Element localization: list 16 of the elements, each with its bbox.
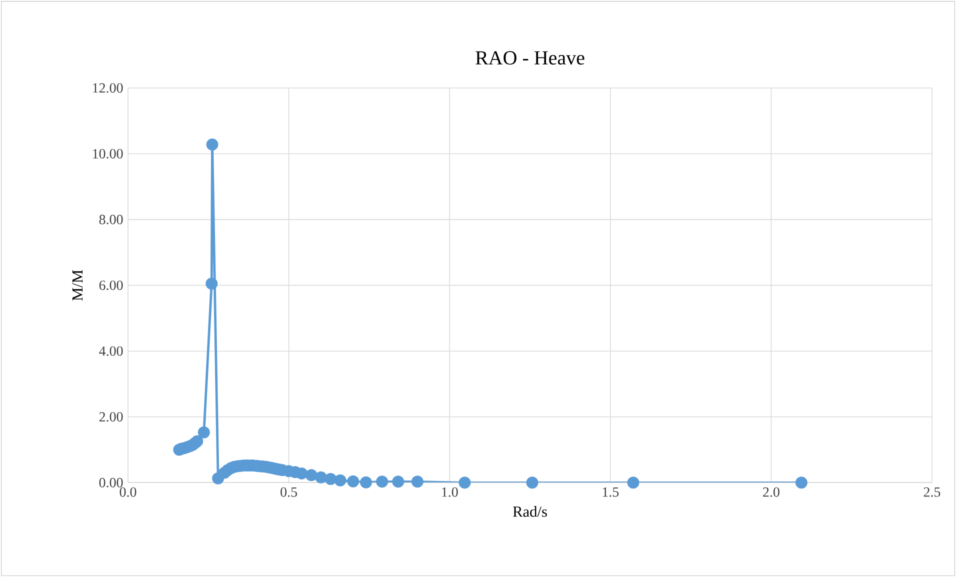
- x-tick-label: 2.0: [763, 487, 780, 497]
- x-tick-label: 1.5: [602, 487, 619, 497]
- y-tick-label: 8.00: [99, 214, 123, 224]
- x-axis-title: Rad/s: [512, 506, 547, 517]
- y-tick-label: 6.00: [99, 280, 123, 290]
- y-tick-label: 0.00: [99, 478, 123, 488]
- y-axis-title: M/M: [72, 270, 83, 301]
- x-tick-label: 2.5: [924, 487, 940, 497]
- x-tick-label: 0.5: [280, 487, 297, 497]
- y-tick-label: 2.00: [99, 412, 123, 422]
- x-tick-label: 0.0: [120, 487, 136, 497]
- y-tick-label: 10.00: [93, 149, 123, 159]
- y-tick-label: 4.00: [99, 346, 123, 356]
- chart-title: RAO - Heave: [476, 51, 584, 65]
- y-tick-label: 12.00: [93, 83, 123, 93]
- x-tick-label: 1.0: [442, 487, 458, 497]
